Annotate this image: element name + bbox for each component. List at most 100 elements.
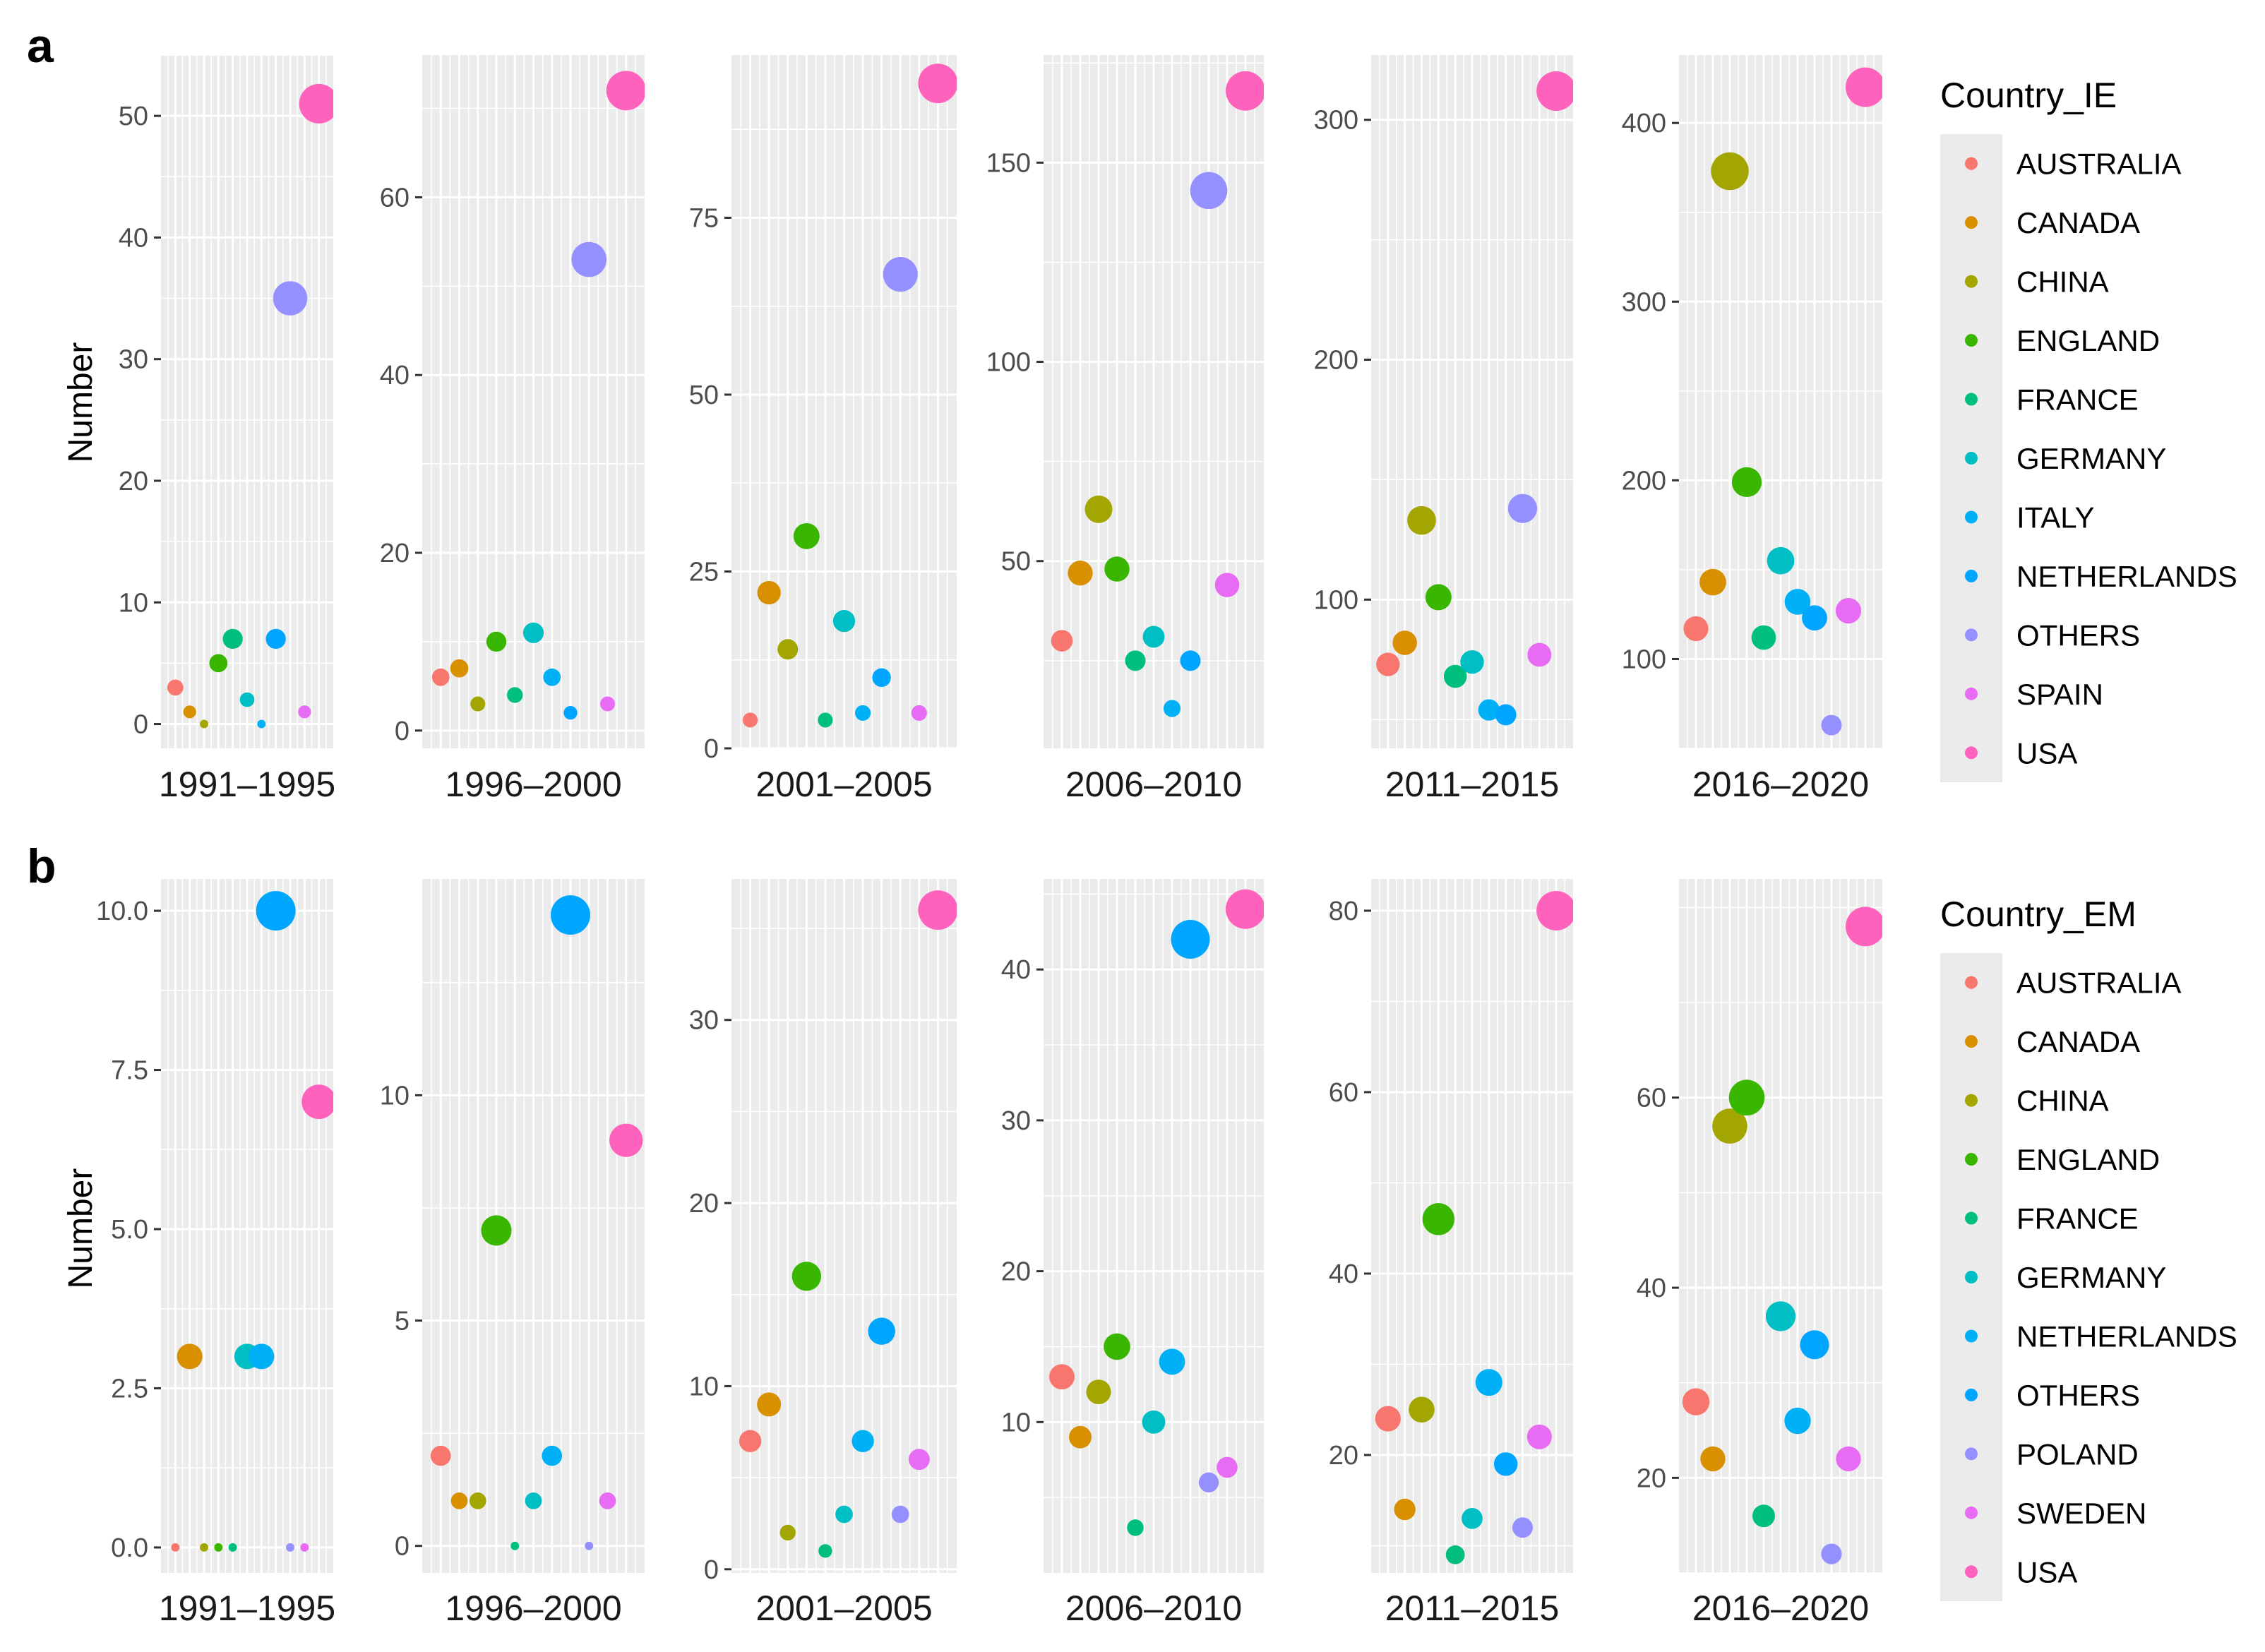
point-italy bbox=[257, 719, 266, 729]
point-usa bbox=[1846, 906, 1882, 947]
point-australia bbox=[1051, 630, 1073, 652]
point-china bbox=[469, 1492, 486, 1509]
points bbox=[743, 64, 957, 728]
y-tick-label: 50 bbox=[689, 381, 719, 410]
legend-key-england bbox=[1965, 1153, 1978, 1166]
point-others bbox=[273, 281, 308, 316]
point-france bbox=[1443, 664, 1467, 688]
point-usa bbox=[1536, 71, 1573, 111]
facet-2016–2020: 100 200 300 400 2016–2020 bbox=[1622, 55, 1882, 804]
y-tick-label: 10.0 bbox=[96, 897, 148, 926]
point-canada bbox=[1392, 630, 1417, 655]
points bbox=[431, 71, 645, 720]
legend-label: AUSTRALIA bbox=[2016, 966, 2181, 1000]
point-canada bbox=[183, 705, 196, 719]
y-tick-label: 30 bbox=[119, 345, 148, 375]
y-tick-label: 10 bbox=[380, 1081, 410, 1111]
legend-label: FRANCE bbox=[2016, 1202, 2139, 1235]
point-germany bbox=[1460, 650, 1484, 674]
point-germany bbox=[1765, 1301, 1796, 1331]
point-usa bbox=[918, 64, 957, 104]
point-sweden bbox=[1217, 1456, 1238, 1478]
point-usa bbox=[1226, 71, 1264, 111]
point-england bbox=[791, 1262, 822, 1291]
legend-label: NETHERLANDS bbox=[2016, 1319, 2237, 1353]
point-england bbox=[486, 631, 507, 652]
y-tick-label: 20 bbox=[380, 539, 410, 568]
point-china bbox=[777, 639, 799, 660]
y-tick-label: 300 bbox=[1622, 287, 1666, 317]
point-spain bbox=[1527, 642, 1552, 667]
legend: Country_EM AUSTRALIA CANADA CHINA ENGLAND FRA… bbox=[1940, 894, 2237, 1601]
panel-letter: b bbox=[27, 839, 56, 893]
point-australia bbox=[743, 712, 758, 728]
point-usa bbox=[1226, 889, 1264, 929]
point-china bbox=[1409, 1396, 1435, 1423]
panel-a: a Number 0 10 20 30 40 50 1991–1995 0 20 40 60 1996–2… bbox=[27, 19, 2237, 804]
y-tick-label: 30 bbox=[1001, 1106, 1031, 1136]
point-spain bbox=[911, 705, 927, 721]
point-netherlands bbox=[1784, 1407, 1811, 1435]
legend-title: Country_IE bbox=[1940, 76, 2117, 115]
point-canada bbox=[1699, 568, 1726, 596]
point-germany bbox=[832, 610, 856, 633]
legend-label: CHINA bbox=[2016, 265, 2109, 299]
point-usa bbox=[301, 1084, 333, 1120]
facet-label: 2011–2015 bbox=[1385, 1588, 1560, 1628]
point-others bbox=[1800, 1330, 1829, 1360]
point-italy bbox=[855, 705, 871, 721]
point-china bbox=[1712, 1108, 1747, 1144]
point-usa bbox=[1846, 67, 1882, 107]
facet-label: 2016–2020 bbox=[1692, 765, 1869, 804]
legend-label: SWEDEN bbox=[2016, 1497, 2146, 1530]
y-tick-label: 100 bbox=[986, 348, 1031, 378]
y-tick-label: 60 bbox=[1329, 1078, 1358, 1108]
point-sweden bbox=[300, 1543, 309, 1552]
legend-title: Country_EM bbox=[1940, 894, 2136, 934]
point-australia bbox=[430, 1445, 451, 1466]
point-china bbox=[1407, 505, 1436, 535]
legend: Country_IE AUSTRALIA CANADA CHINA ENGLAND FRA… bbox=[1940, 76, 2237, 782]
point-france bbox=[1752, 1504, 1775, 1528]
y-tick-label: 0 bbox=[704, 1555, 719, 1585]
legend-key-usa bbox=[1965, 1565, 1978, 1579]
point-france bbox=[1125, 650, 1146, 671]
point-france bbox=[818, 712, 833, 728]
point-netherlands bbox=[542, 1445, 563, 1466]
y-tick-label: 300 bbox=[1314, 106, 1358, 136]
y-tick-label: 0 bbox=[395, 1532, 410, 1562]
point-usa bbox=[918, 890, 957, 930]
y-axis-title: Number bbox=[62, 342, 100, 463]
y-tick-label: 80 bbox=[1329, 897, 1358, 926]
legend-key-england bbox=[1965, 334, 1978, 347]
y-tick-label: 20 bbox=[119, 467, 148, 496]
point-england bbox=[209, 654, 228, 673]
point-england bbox=[1731, 467, 1762, 498]
points bbox=[1683, 67, 1882, 736]
point-others bbox=[1493, 1452, 1518, 1476]
point-netherlands bbox=[872, 668, 891, 687]
point-canada bbox=[1069, 1425, 1092, 1449]
point-spain bbox=[1214, 573, 1240, 597]
y-tick-label: 50 bbox=[1001, 547, 1031, 577]
point-england bbox=[1728, 1079, 1765, 1116]
facet-label: 2001–2005 bbox=[755, 765, 932, 804]
point-china bbox=[200, 1543, 208, 1552]
panel-letter: a bbox=[27, 19, 54, 73]
point-sweden bbox=[908, 1449, 930, 1471]
point-spain bbox=[600, 696, 615, 712]
point-italy bbox=[1478, 699, 1500, 721]
facet-2016–2020: 20 40 60 2016–2020 bbox=[1637, 879, 1882, 1628]
y-tick-label: 10 bbox=[689, 1372, 719, 1401]
point-france bbox=[1445, 1545, 1465, 1564]
point-china bbox=[779, 1524, 796, 1541]
facet-label: 1996–2000 bbox=[445, 1588, 621, 1628]
legend-key-china bbox=[1965, 1094, 1978, 1107]
point-netherlands bbox=[1802, 605, 1827, 631]
y-tick-label: 50 bbox=[119, 102, 148, 131]
legend-label: USA bbox=[2016, 736, 2077, 770]
legend-key-australia bbox=[1965, 157, 1978, 170]
points bbox=[739, 890, 957, 1558]
y-tick-label: 40 bbox=[1637, 1274, 1666, 1303]
